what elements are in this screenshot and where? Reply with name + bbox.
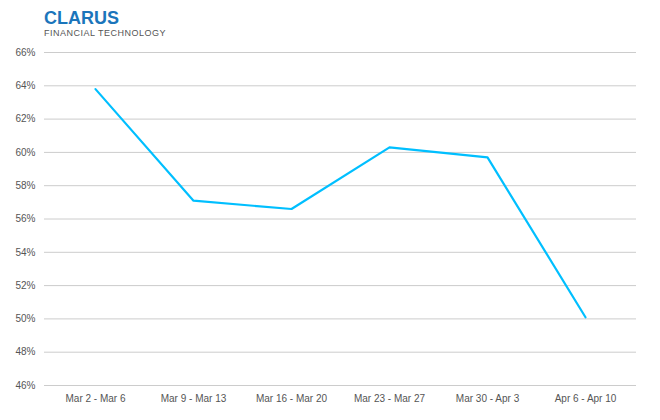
svg-text:52%: 52% [15,280,35,291]
svg-text:Mar 23 - Mar 27: Mar 23 - Mar 27 [354,393,426,404]
svg-text:48%: 48% [15,346,35,357]
svg-text:Mar 2 - Mar 6: Mar 2 - Mar 6 [65,393,125,404]
svg-text:Mar 16 - Mar 20: Mar 16 - Mar 20 [256,393,328,404]
svg-text:62%: 62% [15,113,35,124]
svg-text:66%: 66% [15,47,35,58]
svg-text:50%: 50% [15,313,35,324]
svg-text:Mar 30 - Apr 3: Mar 30 - Apr 3 [456,393,520,404]
svg-text:54%: 54% [15,247,35,258]
svg-text:Mar 9 - Mar 13: Mar 9 - Mar 13 [161,393,227,404]
html-text:FINANCIAL TECHNOLOGY: FINANCIAL TECHNOLOGY [44,28,166,38]
svg-text:58%: 58% [15,180,35,191]
svg-text:56%: 56% [15,213,35,224]
svg-text:46%: 46% [15,380,35,391]
svg-text:64%: 64% [15,80,35,91]
svg-text:Apr 6 - Apr 10: Apr 6 - Apr 10 [555,393,617,404]
svg-text:60%: 60% [15,147,35,158]
html-text:CLARUS: CLARUS [44,8,119,28]
